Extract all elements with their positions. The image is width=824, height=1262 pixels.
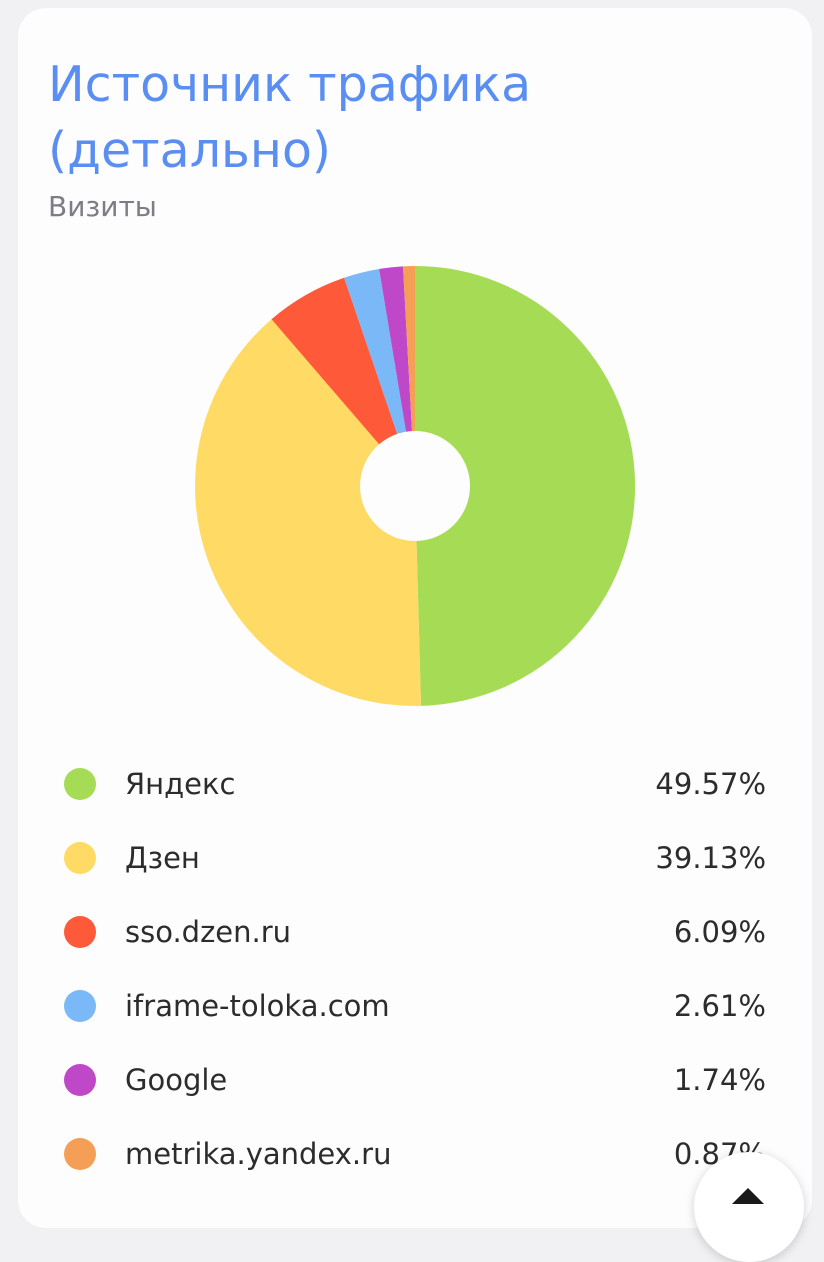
pie-slice-sso-dzen-ru[interactable]: [271, 277, 416, 486]
scroll-to-top-button[interactable]: [694, 1152, 804, 1262]
pie-slice-яндекс[interactable]: [415, 265, 636, 706]
pie-slice-google[interactable]: [379, 266, 415, 486]
chart-title: Источник трафика (детально): [48, 56, 532, 179]
chart-subtitle: Визиты: [48, 190, 157, 223]
pie-slice-iframe-toloka-com[interactable]: [344, 268, 415, 486]
pie-slice-metrika-yandex-ru[interactable]: [402, 266, 415, 486]
pie-center-hole: [360, 431, 470, 541]
pie-slice-дзен[interactable]: [194, 319, 422, 707]
arrow-up-icon: [732, 1188, 764, 1204]
pie-chart: [194, 265, 636, 707]
